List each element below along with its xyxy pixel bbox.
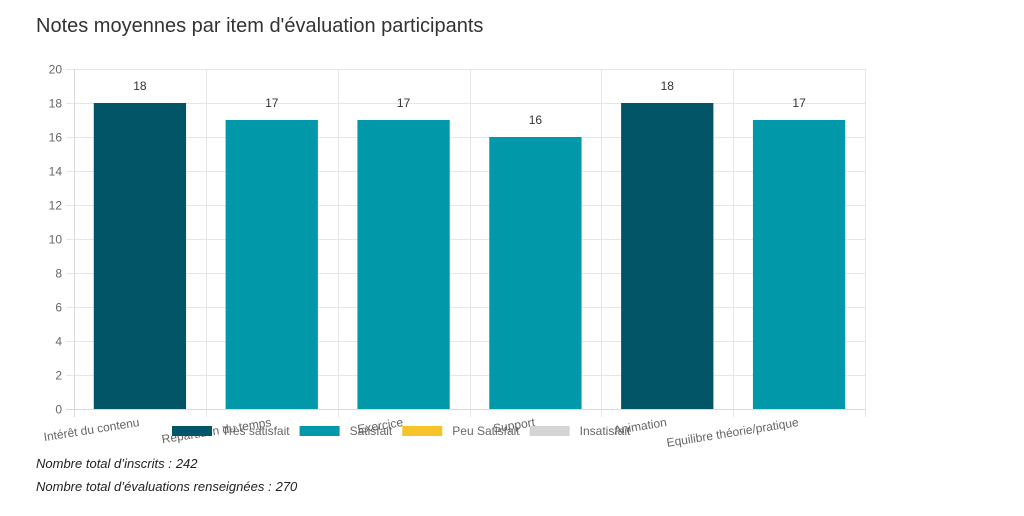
total-evaluations-value: 270 — [275, 479, 298, 494]
y-tick-label: 0 — [55, 403, 62, 417]
y-tick-label: 6 — [55, 301, 62, 315]
y-tick-label: 2 — [55, 369, 62, 383]
y-tick-label: 14 — [49, 165, 63, 179]
grid-lines — [66, 69, 866, 417]
total-inscrits-label: Nombre total d’inscrits : — [36, 456, 172, 471]
y-tick-label: 4 — [55, 335, 62, 349]
y-tick-label: 10 — [49, 233, 63, 247]
x-tick-label: Equilibre théorie/pratique — [666, 415, 800, 450]
legend-swatch — [402, 426, 443, 436]
y-tick-label: 20 — [49, 63, 63, 77]
bar-value-label: 17 — [397, 96, 411, 110]
bar-value-label: 18 — [661, 79, 675, 93]
y-tick-label: 16 — [49, 131, 63, 145]
legend-swatch — [299, 426, 340, 436]
x-tick-label: Intérêt du contenu — [43, 415, 141, 444]
chart-title: Notes moyennes par item d'évaluation par… — [36, 15, 484, 37]
x-tick-label: Support — [492, 415, 536, 436]
legend-swatch — [172, 426, 212, 436]
bar — [621, 103, 714, 409]
legend-label: Satisfait — [350, 424, 393, 438]
data-labels: 18 17 17 16 18 17 — [133, 79, 806, 127]
bar-value-label: 18 — [133, 79, 147, 93]
legend: Très satisfait Satisfait Peu Satisfait Insa… — [172, 424, 631, 438]
bar — [752, 120, 846, 409]
bar — [489, 137, 582, 409]
total-inscrits: Nombre total d’inscrits :242 — [36, 456, 198, 471]
legend-label: Très satisfait — [222, 424, 290, 438]
total-inscrits-value: 242 — [175, 456, 198, 471]
bar-value-label: 16 — [529, 113, 543, 127]
bar-value-label: 17 — [265, 96, 279, 110]
legend-label: Insatisfait — [580, 424, 631, 438]
y-tick-label: 8 — [55, 267, 62, 281]
y-tick-label: 18 — [49, 97, 63, 111]
legend-swatch — [529, 426, 570, 436]
bar — [225, 120, 318, 409]
total-evaluations-label: Nombre total d’évaluations renseignées : — [36, 479, 272, 494]
legend-label: Peu Satisfait — [452, 424, 520, 438]
total-evaluations: Nombre total d’évaluations renseignées :… — [36, 479, 297, 494]
y-tick-label: 12 — [49, 199, 63, 213]
bar — [93, 103, 187, 409]
y-axis: 0 2 4 6 8 10 12 14 16 18 20 — [49, 63, 63, 417]
bars — [93, 103, 846, 409]
bar-value-label: 17 — [792, 96, 806, 110]
bar — [357, 120, 450, 409]
